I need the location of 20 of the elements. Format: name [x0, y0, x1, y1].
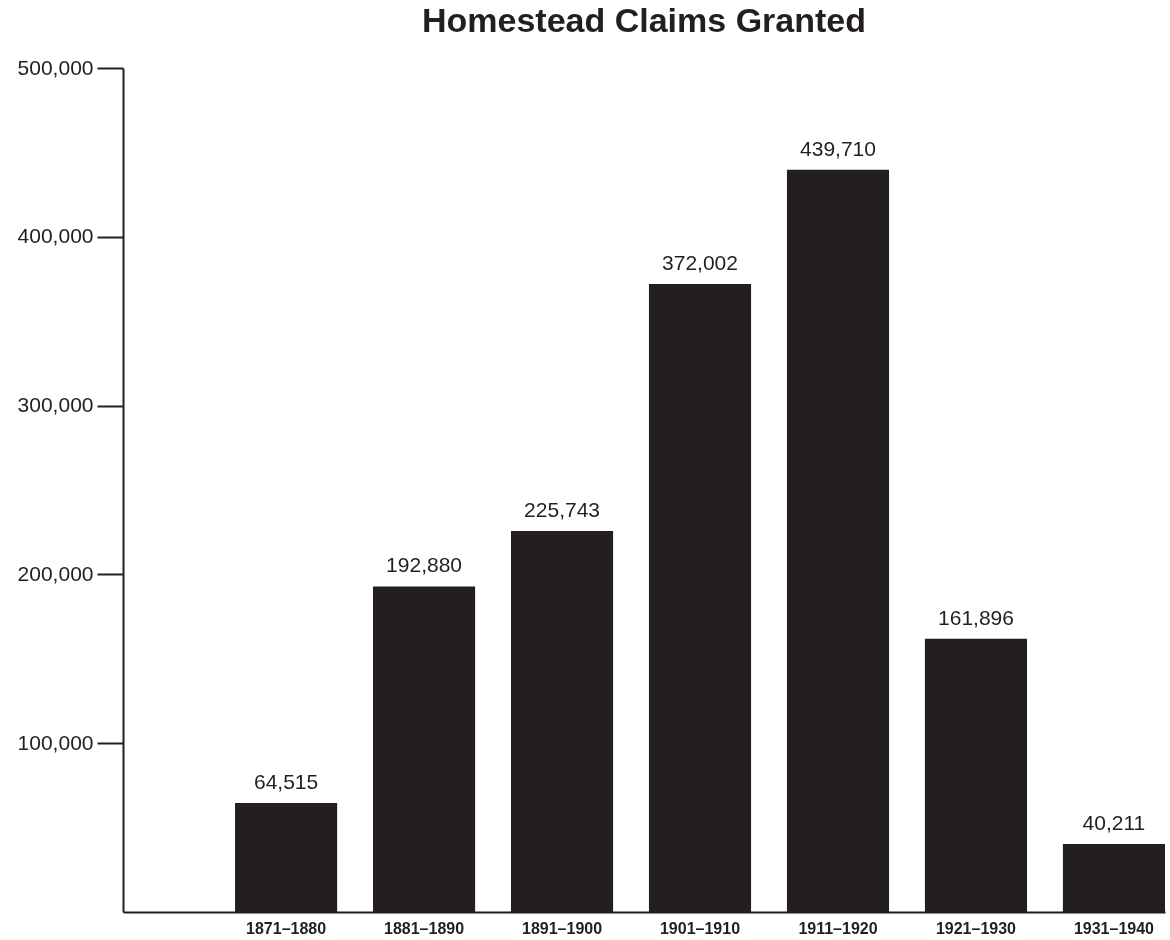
y-tick-label: 400,000 — [17, 224, 94, 248]
data-label: 64,515 — [253, 770, 319, 794]
x-tick-label: 1911–1920 — [798, 919, 878, 937]
y-tick-label: 100,000 — [17, 730, 94, 754]
x-tick-label: 1931–1940 — [1073, 919, 1155, 937]
y-tick-label: 300,000 — [17, 393, 94, 417]
data-label: 225,743 — [524, 497, 600, 521]
x-tick-label: 1881–1890 — [384, 919, 465, 937]
x-tick-label: 1921–1930 — [935, 919, 1017, 937]
data-label: 372,002 — [662, 251, 738, 275]
data-label: 439,710 — [800, 136, 876, 160]
chart-title: Homestead Claims Granted — [421, 1, 867, 39]
data-label: 161,896 — [938, 605, 1014, 629]
x-tick-label: 1901–1910 — [659, 919, 741, 937]
y-tick-label: 500,000 — [17, 55, 94, 79]
x-tick-label: 1891–1900 — [521, 919, 603, 937]
data-label: 40,211 — [1082, 811, 1146, 835]
x-tick-label: 1871–1880 — [246, 919, 327, 937]
data-label: 192,880 — [386, 553, 463, 577]
y-tick-label: 200,000 — [17, 561, 94, 585]
